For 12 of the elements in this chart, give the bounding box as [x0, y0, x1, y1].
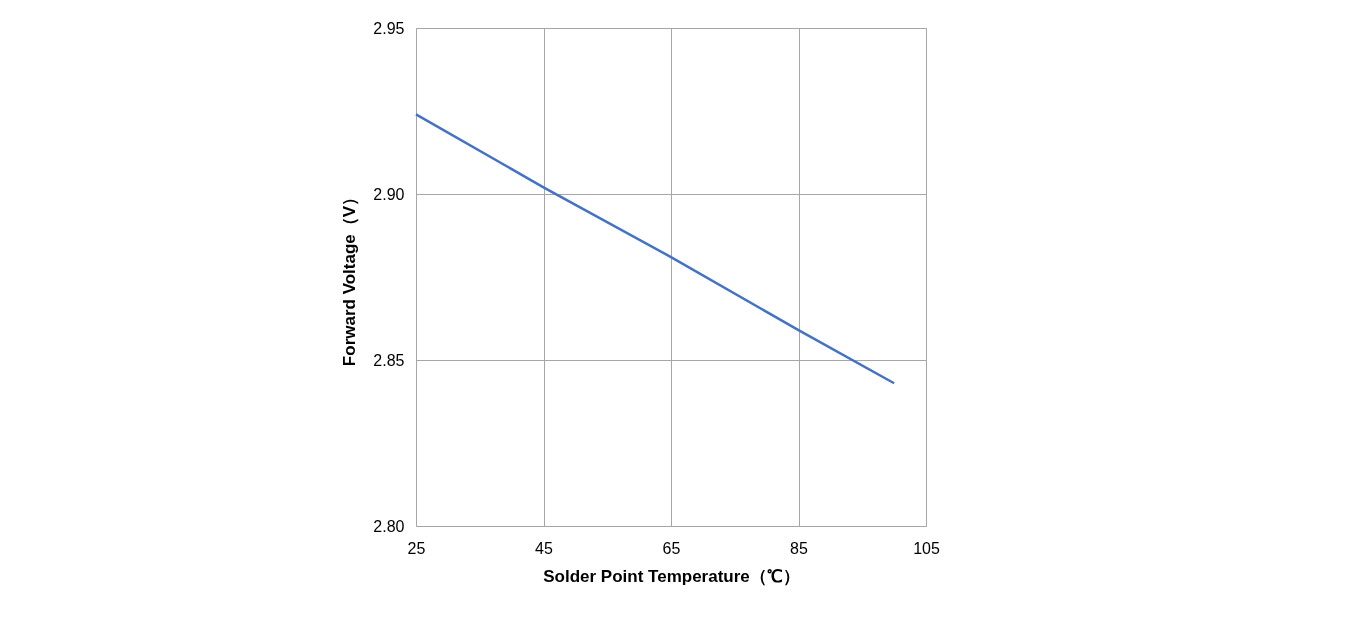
x-tick-label: 105 [913, 539, 940, 557]
y-tick-label: 2.85 [373, 351, 405, 369]
line-series [414, 113, 896, 385]
y-tick-label: 2.80 [373, 517, 405, 535]
x-axis-title: Solder Point Temperature（℃） [543, 566, 800, 586]
y-axis-title: Forward Voltage（V） [340, 188, 360, 367]
y-tick-label: 2.95 [373, 19, 405, 37]
x-tick-label: 45 [535, 539, 553, 557]
x-tick-label: 25 [407, 539, 426, 557]
x-tick-label: 65 [662, 539, 681, 557]
y-tick-label: 2.90 [373, 185, 405, 203]
x-tick-label: 85 [790, 539, 808, 557]
